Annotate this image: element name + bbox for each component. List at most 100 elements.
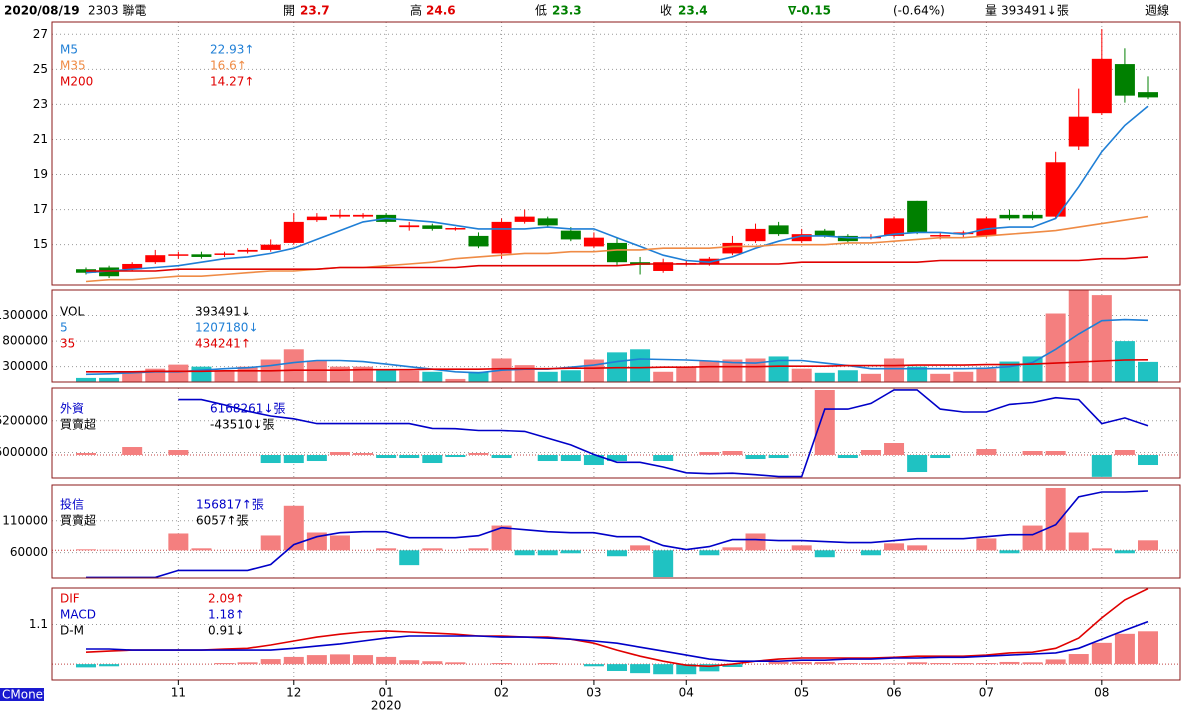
field-value: 24.6 xyxy=(426,4,456,18)
candle-body xyxy=(907,200,928,233)
bar xyxy=(399,455,420,459)
bar xyxy=(76,377,96,382)
legend-name: 投信 xyxy=(60,497,84,512)
x-tick-label: 03 xyxy=(586,686,601,700)
field-value: 23.4 xyxy=(678,4,708,18)
candle-body xyxy=(306,216,327,221)
bar xyxy=(1022,451,1043,456)
bar xyxy=(1045,313,1066,382)
bar xyxy=(1068,654,1089,665)
bar xyxy=(676,664,697,675)
bar xyxy=(537,663,558,665)
panel xyxy=(52,290,1180,382)
bar xyxy=(884,443,905,456)
bar xyxy=(1114,633,1135,665)
bar xyxy=(630,545,651,551)
legend-value: 14.27↑ xyxy=(210,75,254,89)
legend-name: 35 xyxy=(60,337,75,351)
line xyxy=(86,359,1149,373)
y-tick-label: 60000 xyxy=(10,545,48,559)
bar xyxy=(768,356,789,382)
bar xyxy=(1045,451,1066,456)
legend-name: M35 xyxy=(60,59,86,73)
bar xyxy=(283,455,304,464)
x-tick-label: 12 xyxy=(286,686,301,700)
candle-body xyxy=(607,242,627,263)
candle-body xyxy=(329,214,350,217)
bar xyxy=(860,550,881,556)
bar xyxy=(930,455,951,459)
candle-body xyxy=(214,253,235,255)
bar xyxy=(491,525,512,551)
bar xyxy=(653,664,674,675)
line xyxy=(86,620,1149,662)
legend-value: 156817↑張 xyxy=(196,498,264,512)
bar xyxy=(653,550,674,578)
bar xyxy=(168,364,189,382)
line xyxy=(85,588,1149,668)
line xyxy=(85,318,1149,376)
legend-name: M200 xyxy=(60,75,93,89)
y-tick-label: 1300000 xyxy=(0,308,48,322)
legend-value: 16.6↑ xyxy=(210,59,247,73)
line xyxy=(85,215,1149,283)
bar xyxy=(953,371,974,382)
legend-name: D-M xyxy=(60,624,84,638)
candle-body xyxy=(1114,64,1135,96)
candle-body xyxy=(514,216,535,222)
bar xyxy=(814,390,835,456)
bar xyxy=(214,663,235,665)
bar xyxy=(768,661,789,665)
bar xyxy=(1091,295,1112,382)
stock: 2303 聯電 xyxy=(88,4,146,18)
bar xyxy=(353,453,374,456)
bar xyxy=(468,371,489,382)
legend-value: 393491↓ xyxy=(195,305,251,319)
bar xyxy=(1091,548,1112,551)
bar xyxy=(837,663,858,665)
bar xyxy=(329,535,350,551)
x-tick-label: 08 xyxy=(1094,686,1109,700)
candle-body xyxy=(168,254,189,256)
bar xyxy=(745,358,766,382)
x-tick-label: 07 xyxy=(979,686,994,700)
panel xyxy=(52,22,1180,285)
bar xyxy=(699,550,720,556)
bar xyxy=(514,365,535,382)
bar xyxy=(699,664,720,672)
bar xyxy=(583,455,604,466)
bar xyxy=(1022,525,1043,551)
legend-name: MACD xyxy=(60,608,96,622)
date: 2020/08/19 xyxy=(4,4,80,18)
bar xyxy=(837,455,858,459)
bar xyxy=(122,447,143,456)
bar xyxy=(884,663,905,665)
candle-body xyxy=(237,249,258,252)
legend-name: 買賣超 xyxy=(60,513,96,528)
bar xyxy=(283,349,304,382)
bar xyxy=(653,371,674,382)
bar xyxy=(191,548,212,551)
candle-body xyxy=(930,235,951,237)
candle-body xyxy=(260,244,281,250)
bar xyxy=(722,359,743,382)
bar xyxy=(745,455,766,460)
bar xyxy=(814,661,835,665)
bar xyxy=(745,533,766,551)
line xyxy=(85,105,1149,274)
y-tick-label: 25 xyxy=(33,62,48,76)
bar xyxy=(329,366,350,382)
volume-label: 量 xyxy=(985,4,997,18)
legend-name: 5 xyxy=(60,321,68,335)
candle-body xyxy=(768,225,789,235)
bar xyxy=(376,548,397,551)
x-tick-label: 11 xyxy=(171,686,186,700)
bar xyxy=(630,349,651,382)
candle-body xyxy=(884,218,905,236)
x-tick-label: 04 xyxy=(679,686,694,700)
bar xyxy=(237,662,258,665)
legend-name: 買賣超 xyxy=(60,417,96,432)
bar xyxy=(168,533,189,551)
legend-name: 外資 xyxy=(60,402,84,416)
